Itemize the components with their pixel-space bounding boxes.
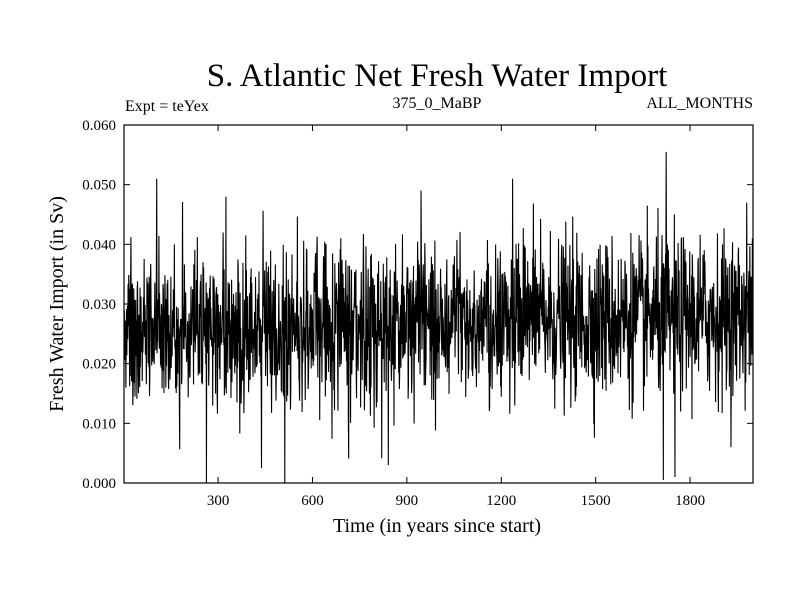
x-axis-label: Time (in years since start) xyxy=(333,515,541,537)
x-tick-label: 1200 xyxy=(486,493,516,509)
series-layer xyxy=(123,151,754,484)
y-tick-label: 0.050 xyxy=(82,178,116,194)
y-axis-label: Fresh Water Import (in Sv) xyxy=(46,196,68,412)
x-tick-label: 900 xyxy=(396,493,419,509)
plot-frame xyxy=(123,124,754,484)
experiment-label: Expt = teYex xyxy=(125,98,209,115)
series-line xyxy=(123,151,754,484)
y-tick-label: 0.000 xyxy=(82,476,116,492)
period-label: 375_0_MaBP xyxy=(393,95,482,112)
x-tick-label: 600 xyxy=(301,493,324,509)
x-tick-label: 300 xyxy=(207,493,230,509)
y-tick-label: 0.020 xyxy=(82,357,116,373)
months-label: ALL_MONTHS xyxy=(646,95,753,112)
x-tick-label: 1500 xyxy=(581,493,611,509)
x-tick-label: 1800 xyxy=(675,493,705,509)
y-tick-label: 0.060 xyxy=(82,118,116,134)
chart-title: S. Atlantic Net Fresh Water Import xyxy=(207,58,668,94)
y-tick-label: 0.040 xyxy=(82,237,116,253)
ticks-layer: 0.000 0.010 0.020 0.030 0.040 0.050 0.060 300 60… xyxy=(82,118,753,509)
y-tick-label: 0.030 xyxy=(82,297,116,313)
y-tick-label: 0.010 xyxy=(82,416,116,432)
